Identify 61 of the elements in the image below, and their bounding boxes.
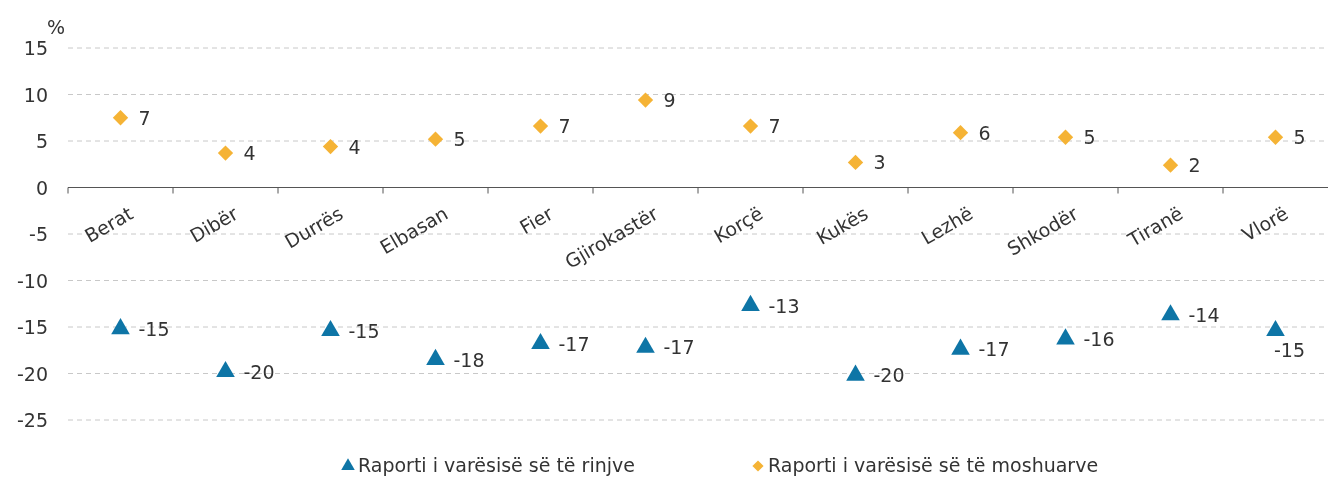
- data-label: -17: [558, 332, 590, 355]
- point: [216, 360, 235, 378]
- data-label: -16: [1083, 328, 1115, 351]
- data-label: 5: [1293, 126, 1306, 149]
- data-label: 7: [138, 106, 151, 129]
- point: [321, 319, 340, 337]
- data-label: 5: [453, 128, 466, 151]
- point: [531, 332, 550, 350]
- data-label: 4: [348, 135, 361, 158]
- point: [111, 318, 130, 335]
- point: [532, 118, 549, 134]
- y-tick-label: -15: [16, 316, 48, 338]
- y-tick-label: 10: [23, 83, 48, 106]
- point: [951, 338, 970, 355]
- data-label: 5: [1083, 126, 1096, 149]
- data-label: -13: [768, 294, 800, 317]
- data-label: -17: [978, 338, 1010, 361]
- data-label: 7: [558, 115, 571, 138]
- y-tick-label: -5: [29, 223, 48, 245]
- data-label: -17: [663, 336, 695, 359]
- y-tick-label: -20: [16, 362, 48, 385]
- y-tick-label: 5: [35, 130, 48, 152]
- y-axis-title: %: [46, 16, 66, 38]
- data-label: -20: [873, 364, 905, 387]
- point: [1266, 319, 1285, 337]
- point: [952, 124, 969, 141]
- data-label: 6: [978, 121, 991, 144]
- data-label: -14: [1188, 303, 1220, 326]
- point: [637, 92, 654, 108]
- point: [742, 118, 759, 134]
- data-label: 3: [873, 151, 886, 174]
- point: [322, 138, 339, 155]
- data-label: 9: [663, 89, 676, 112]
- data-label: -15: [1273, 338, 1306, 361]
- point: [1161, 304, 1180, 321]
- data-label: -15: [138, 317, 170, 340]
- data-label: 7: [768, 115, 781, 138]
- legend-label: Raporti i varësisë së të moshuarve: [768, 454, 1099, 476]
- point: [1267, 129, 1284, 145]
- point: [636, 336, 655, 353]
- data-label: 2: [1188, 154, 1201, 177]
- y-tick-label: -10: [16, 269, 48, 292]
- y-tick-label: 0: [35, 176, 48, 199]
- data-label: -18: [453, 348, 485, 371]
- legend-label: Raporti i varësisë së të rinjve: [358, 454, 635, 476]
- x-tick-label: Fier: [515, 201, 557, 239]
- point: [1162, 157, 1179, 173]
- y-tick-label: 15: [23, 37, 48, 59]
- data-label: -15: [348, 319, 380, 342]
- point: [847, 154, 864, 171]
- point: [426, 348, 445, 365]
- point: [846, 364, 865, 381]
- data-label: 4: [243, 142, 256, 165]
- point: [427, 131, 444, 147]
- point: [112, 110, 129, 126]
- point: [741, 294, 760, 311]
- point: [1057, 129, 1074, 145]
- point: [1056, 328, 1075, 345]
- data-label: -20: [243, 360, 275, 383]
- point: [217, 145, 234, 161]
- y-tick-label: -25: [16, 409, 48, 431]
